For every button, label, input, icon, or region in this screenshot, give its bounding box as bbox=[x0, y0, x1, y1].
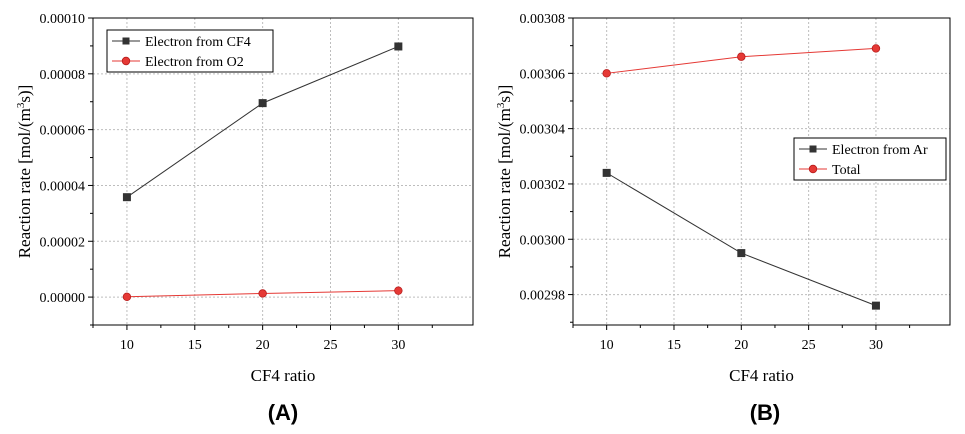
legend-marker bbox=[809, 145, 817, 153]
y-tick-label: 0.00304 bbox=[520, 123, 566, 138]
plot-frame bbox=[572, 17, 951, 326]
x-tick-label: 15 bbox=[667, 338, 681, 353]
x-tick-label: 25 bbox=[802, 338, 816, 353]
x-axis-label: CF4 ratio bbox=[729, 366, 794, 385]
data-point bbox=[602, 168, 611, 177]
y-tick-label: 0.00298 bbox=[520, 289, 566, 304]
panel-label: (B) bbox=[750, 400, 781, 425]
y-tick-label: 0.00300 bbox=[520, 233, 566, 248]
data-point bbox=[602, 69, 611, 78]
data-point bbox=[394, 286, 403, 295]
y-axis-label: Reaction rate [mol/(m3s)] bbox=[495, 85, 514, 259]
legend-label: Electron from O2 bbox=[145, 55, 244, 70]
data-point bbox=[122, 292, 132, 302]
y-tick-label: 0.00010 bbox=[40, 12, 86, 27]
data-point bbox=[737, 249, 746, 258]
data-point bbox=[871, 301, 880, 310]
y-tick-label: 0.00000 bbox=[40, 291, 86, 306]
legend-box bbox=[106, 29, 274, 73]
data-point bbox=[737, 52, 746, 61]
data-point bbox=[258, 289, 267, 298]
x-tick-label: 15 bbox=[188, 338, 202, 353]
legend-label: Total bbox=[832, 163, 861, 178]
chart-b: 10 15 20 25 30 0.00298 0.00300 0.00302 0.00304 0.… bbox=[495, 12, 951, 425]
chart-a: 10 15 20 25 30 0.00000 0.00002 0.00004 0.00006 0.… bbox=[15, 12, 474, 425]
x-tick-label: 10 bbox=[600, 338, 614, 353]
x-tick-label: 20 bbox=[734, 338, 748, 353]
x-tick-label: 30 bbox=[869, 338, 883, 353]
legend-label: Electron from CF4 bbox=[145, 35, 251, 50]
y-tick-label: 0.00002 bbox=[40, 235, 86, 250]
x-tick-label: 25 bbox=[324, 338, 338, 353]
y-tick-label: 0.00308 bbox=[520, 12, 566, 27]
x-tick-label: 10 bbox=[120, 338, 134, 353]
legend-marker bbox=[121, 56, 131, 66]
y-axis-label: Reaction rate [mol/(m3s)] bbox=[15, 85, 34, 259]
x-tick-label: 30 bbox=[391, 338, 405, 353]
y-tick-label: 0.00006 bbox=[40, 124, 86, 139]
panel-label: (A) bbox=[268, 400, 299, 425]
y-tick-label: 0.00306 bbox=[520, 67, 566, 82]
data-point bbox=[871, 44, 881, 53]
x-axis-label: CF4 ratio bbox=[251, 366, 316, 385]
legend-marker bbox=[122, 37, 130, 45]
x-tick-label: 20 bbox=[256, 338, 270, 353]
legend-box bbox=[793, 137, 947, 181]
data-point bbox=[122, 193, 131, 202]
y-tick-label: 0.00302 bbox=[520, 178, 566, 193]
legend-label: Electron from Ar bbox=[832, 143, 928, 158]
y-tick-label: 0.00004 bbox=[40, 179, 86, 194]
plot-frame bbox=[92, 17, 474, 326]
y-tick-label: 0.00008 bbox=[40, 68, 86, 83]
data-point bbox=[394, 42, 403, 51]
data-point bbox=[258, 99, 267, 108]
legend-marker bbox=[808, 164, 818, 174]
